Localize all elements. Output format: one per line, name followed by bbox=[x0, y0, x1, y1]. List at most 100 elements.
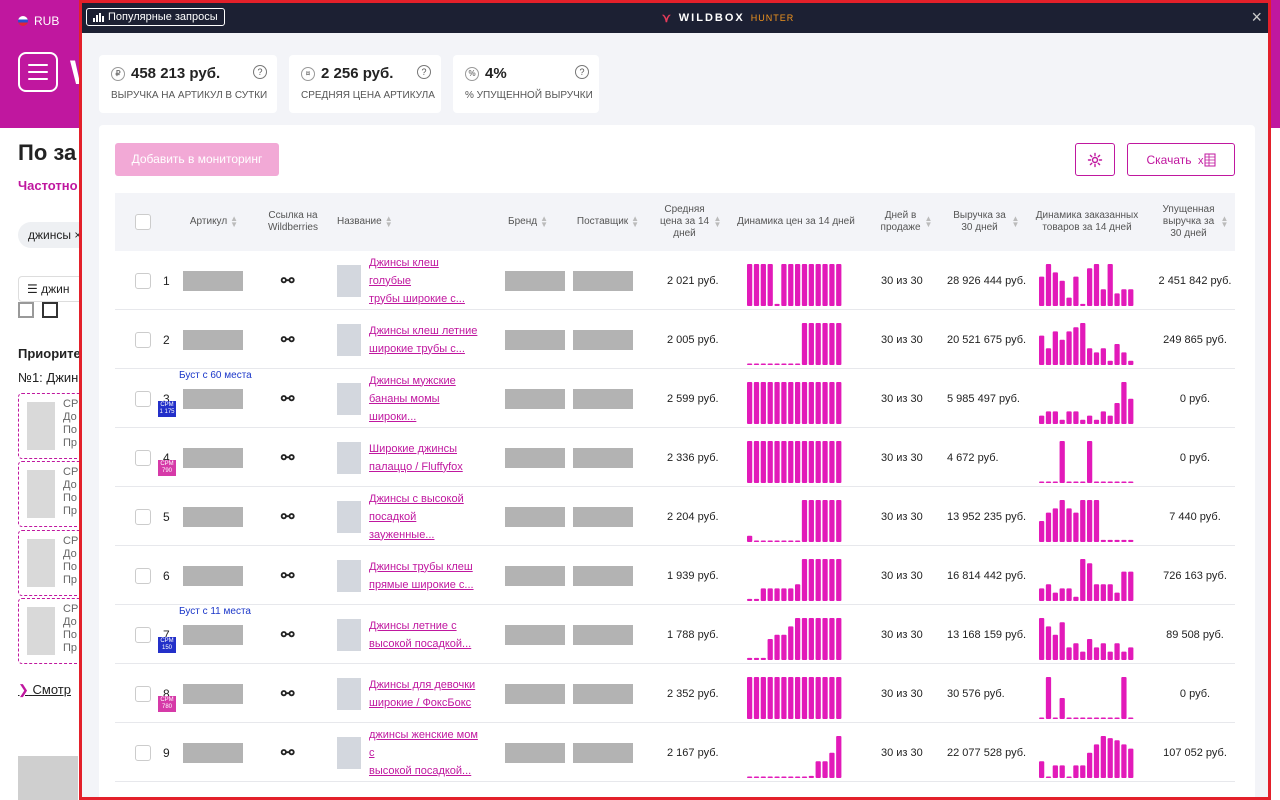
orders-dynamics-bar bbox=[1080, 481, 1086, 483]
background-card[interactable]: СР До По Пр bbox=[18, 598, 88, 664]
price-dynamics-bar bbox=[788, 382, 794, 424]
brand-redacted bbox=[505, 605, 565, 664]
row-checkbox[interactable] bbox=[135, 723, 151, 782]
wildberries-link[interactable]: ⚯ bbox=[281, 428, 294, 487]
product-name[interactable]: Джинсы летние с высокой посадкой... bbox=[337, 605, 481, 664]
product-name[interactable]: Джинсы с высокой посадкой зауженные... bbox=[337, 487, 481, 546]
price-dynamics-bar bbox=[836, 441, 842, 483]
product-name[interactable]: Широкие джинсы палаццо / Fluffyfox bbox=[337, 428, 481, 487]
supplier-redacted bbox=[573, 605, 633, 664]
price-dynamics-bar bbox=[781, 441, 787, 483]
currency-selector[interactable]: RUB bbox=[18, 14, 59, 28]
row-checkbox[interactable] bbox=[135, 251, 151, 310]
orders-dynamics-bar bbox=[1045, 348, 1052, 365]
orders-dynamics-bar bbox=[1066, 776, 1072, 778]
price-dynamics-bar bbox=[747, 657, 753, 660]
background-card[interactable]: СР До По Пр bbox=[18, 530, 88, 596]
orders-dynamics-bar bbox=[1107, 539, 1113, 542]
orders-dynamics-bar bbox=[1039, 618, 1045, 660]
orders-dynamics-bar bbox=[1087, 441, 1093, 483]
price-dynamics-bar bbox=[767, 677, 773, 719]
select-all-checkbox[interactable] bbox=[133, 193, 153, 251]
download-button[interactable]: Скачать x bbox=[1127, 143, 1235, 176]
revenue-30d: 22 077 528 руб. bbox=[947, 746, 1027, 759]
row-checkbox[interactable] bbox=[135, 310, 151, 369]
orders-dynamics-bar bbox=[1073, 327, 1079, 365]
wildberries-link[interactable]: ⚯ bbox=[281, 310, 294, 369]
row-checkbox[interactable] bbox=[135, 546, 151, 605]
revenue-30d: 20 521 675 руб. bbox=[947, 333, 1027, 346]
orders-dynamics-bar bbox=[1087, 415, 1093, 424]
orders-dynamics-bar bbox=[1128, 289, 1134, 306]
menu-button[interactable] bbox=[18, 52, 58, 92]
settings-button[interactable] bbox=[1075, 143, 1115, 176]
price-dynamics-bar bbox=[795, 618, 801, 660]
price-dynamics-bar bbox=[801, 677, 808, 719]
background-subheading[interactable]: Частотно bbox=[18, 178, 78, 193]
col-lost-revenue[interactable]: Упущенная выручка за 30 дней ▲ ▼ bbox=[1162, 204, 1229, 239]
col-days[interactable]: Дней в продаже ▲ ▼ bbox=[880, 210, 933, 233]
orders-dynamics-bar bbox=[1087, 563, 1093, 601]
price-dynamics-bar bbox=[767, 776, 773, 778]
lost-revenue: 0 руб. bbox=[1179, 451, 1211, 464]
col-avg-price[interactable]: Средняя цена за 14 дней ▲ ▼ bbox=[659, 204, 722, 239]
supplier-redacted bbox=[573, 487, 633, 546]
col-brand[interactable]: Бренд ▲ ▼ bbox=[508, 214, 548, 229]
stat-card-lost-revenue: % 4% % УПУЩЕННОЙ ВЫРУЧКИ ? bbox=[453, 55, 599, 113]
orders-dynamics-bar bbox=[1080, 500, 1086, 542]
col-name[interactable]: Название ▲ ▼ bbox=[337, 214, 393, 229]
price-dynamics-bar bbox=[774, 588, 780, 601]
price-dynamics-bar bbox=[822, 382, 828, 424]
row-checkbox[interactable] bbox=[135, 369, 151, 428]
price-dynamics-bar bbox=[808, 677, 814, 719]
product-name[interactable]: джинсы женские мом с высокой посадкой... bbox=[337, 723, 481, 782]
product-name[interactable]: Джинсы для девочки широкие / ФоксБокс bbox=[337, 664, 481, 723]
orders-dynamics-bar bbox=[1066, 297, 1072, 306]
row-checkbox[interactable] bbox=[135, 664, 151, 723]
row-number: 7 bbox=[163, 627, 170, 642]
grid-view-toggle[interactable] bbox=[18, 302, 58, 318]
wildberries-link[interactable]: ⚯ bbox=[281, 605, 294, 664]
show-more-link[interactable]: ❯ Смотр bbox=[18, 682, 71, 697]
row-checkbox[interactable] bbox=[135, 605, 151, 664]
close-icon[interactable]: × bbox=[1251, 7, 1262, 27]
background-card[interactable]: СР До По Пр bbox=[18, 461, 88, 527]
product-name[interactable]: Джинсы трубы клеш прямые широкие с... bbox=[337, 546, 481, 605]
wildberries-link[interactable]: ⚯ bbox=[281, 546, 294, 605]
wildberries-link[interactable]: ⚯ bbox=[281, 369, 294, 428]
col-supplier[interactable]: Поставщик ▲ ▼ bbox=[576, 214, 640, 229]
price-dynamics-bar bbox=[760, 677, 766, 719]
row-checkbox[interactable] bbox=[135, 487, 151, 546]
col-article[interactable]: Артикул ▲ ▼ bbox=[189, 214, 239, 229]
link-icon: ⚯ bbox=[281, 331, 295, 349]
col-revenue[interactable]: Выручка за 30 дней ▲ ▼ bbox=[953, 210, 1020, 233]
avg-price: 2 204 руб. bbox=[667, 510, 719, 523]
price-dynamics-bar bbox=[822, 264, 828, 306]
row-checkbox[interactable] bbox=[135, 428, 151, 487]
background-card[interactable]: СР До По Пр bbox=[18, 393, 88, 459]
orders-dynamics-bar bbox=[1100, 411, 1106, 424]
orders-dynamics-bar bbox=[1087, 639, 1093, 660]
cpm-badge: CPM 780 bbox=[158, 696, 176, 712]
orders-dynamics-bar bbox=[1100, 348, 1106, 365]
price-dynamics-bar bbox=[767, 264, 773, 306]
help-icon[interactable]: ? bbox=[417, 65, 431, 79]
price-dynamics-bar bbox=[808, 559, 814, 601]
wildberries-link[interactable]: ⚯ bbox=[281, 723, 294, 782]
product-name[interactable]: Джинсы мужские бананы момы широки... bbox=[337, 369, 481, 428]
add-to-monitoring-button[interactable]: Добавить в мониторинг bbox=[115, 143, 279, 176]
list-view-toggle[interactable]: ☰ джин bbox=[18, 276, 88, 302]
orders-dynamics-bar bbox=[1073, 765, 1079, 778]
popular-queries-button[interactable]: Популярные запросы bbox=[86, 8, 225, 26]
product-name[interactable]: Джинсы клеш летние широкие трубы с... bbox=[337, 310, 481, 369]
help-icon[interactable]: ? bbox=[253, 65, 267, 79]
product-name[interactable]: Джинсы клеш голубые трубы широкие с... bbox=[337, 251, 481, 310]
wildberries-link[interactable]: ⚯ bbox=[281, 251, 294, 310]
price-dynamics-bar bbox=[788, 776, 794, 778]
orders-dynamics-bar bbox=[1080, 717, 1086, 719]
wildberries-link[interactable]: ⚯ bbox=[281, 487, 294, 546]
wildberries-link[interactable]: ⚯ bbox=[281, 664, 294, 723]
price-dynamics-bar bbox=[836, 736, 842, 778]
brand-redacted bbox=[505, 546, 565, 605]
help-icon[interactable]: ? bbox=[575, 65, 589, 79]
